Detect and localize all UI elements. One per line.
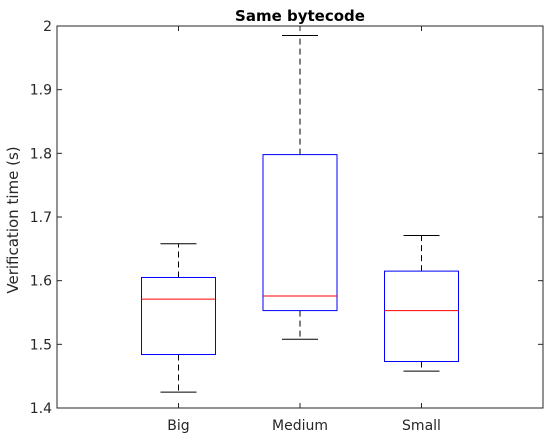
y-tick-label: 1.7 [30, 210, 52, 226]
box-medium [262, 35, 338, 340]
boxes-layer [141, 35, 459, 393]
y-tick-label: 1.8 [30, 146, 52, 162]
iqr-box [141, 276, 216, 356]
y-tick-label: 1.5 [30, 337, 52, 353]
x-tick-label: Big [167, 418, 189, 434]
y-axis-label: Verification time (s) [4, 146, 22, 293]
x-tick-label: Small [402, 418, 441, 434]
iqr-box [384, 270, 459, 363]
iqr-box [262, 154, 338, 312]
y-tick-label: 1.4 [30, 401, 52, 417]
plot-axes: 1.4 1.5 1.6 1.7 1.8 1.9 2 Big Medium Small [30, 19, 544, 434]
y-tick-label: 1.9 [30, 83, 52, 99]
y-tick-label: 1.6 [30, 274, 52, 290]
box-small [384, 234, 459, 372]
x-tick-label: Medium [272, 418, 328, 434]
y-tick-label: 2 [43, 19, 52, 35]
box-big [141, 243, 216, 393]
chart-title: Same bytecode [235, 7, 365, 25]
